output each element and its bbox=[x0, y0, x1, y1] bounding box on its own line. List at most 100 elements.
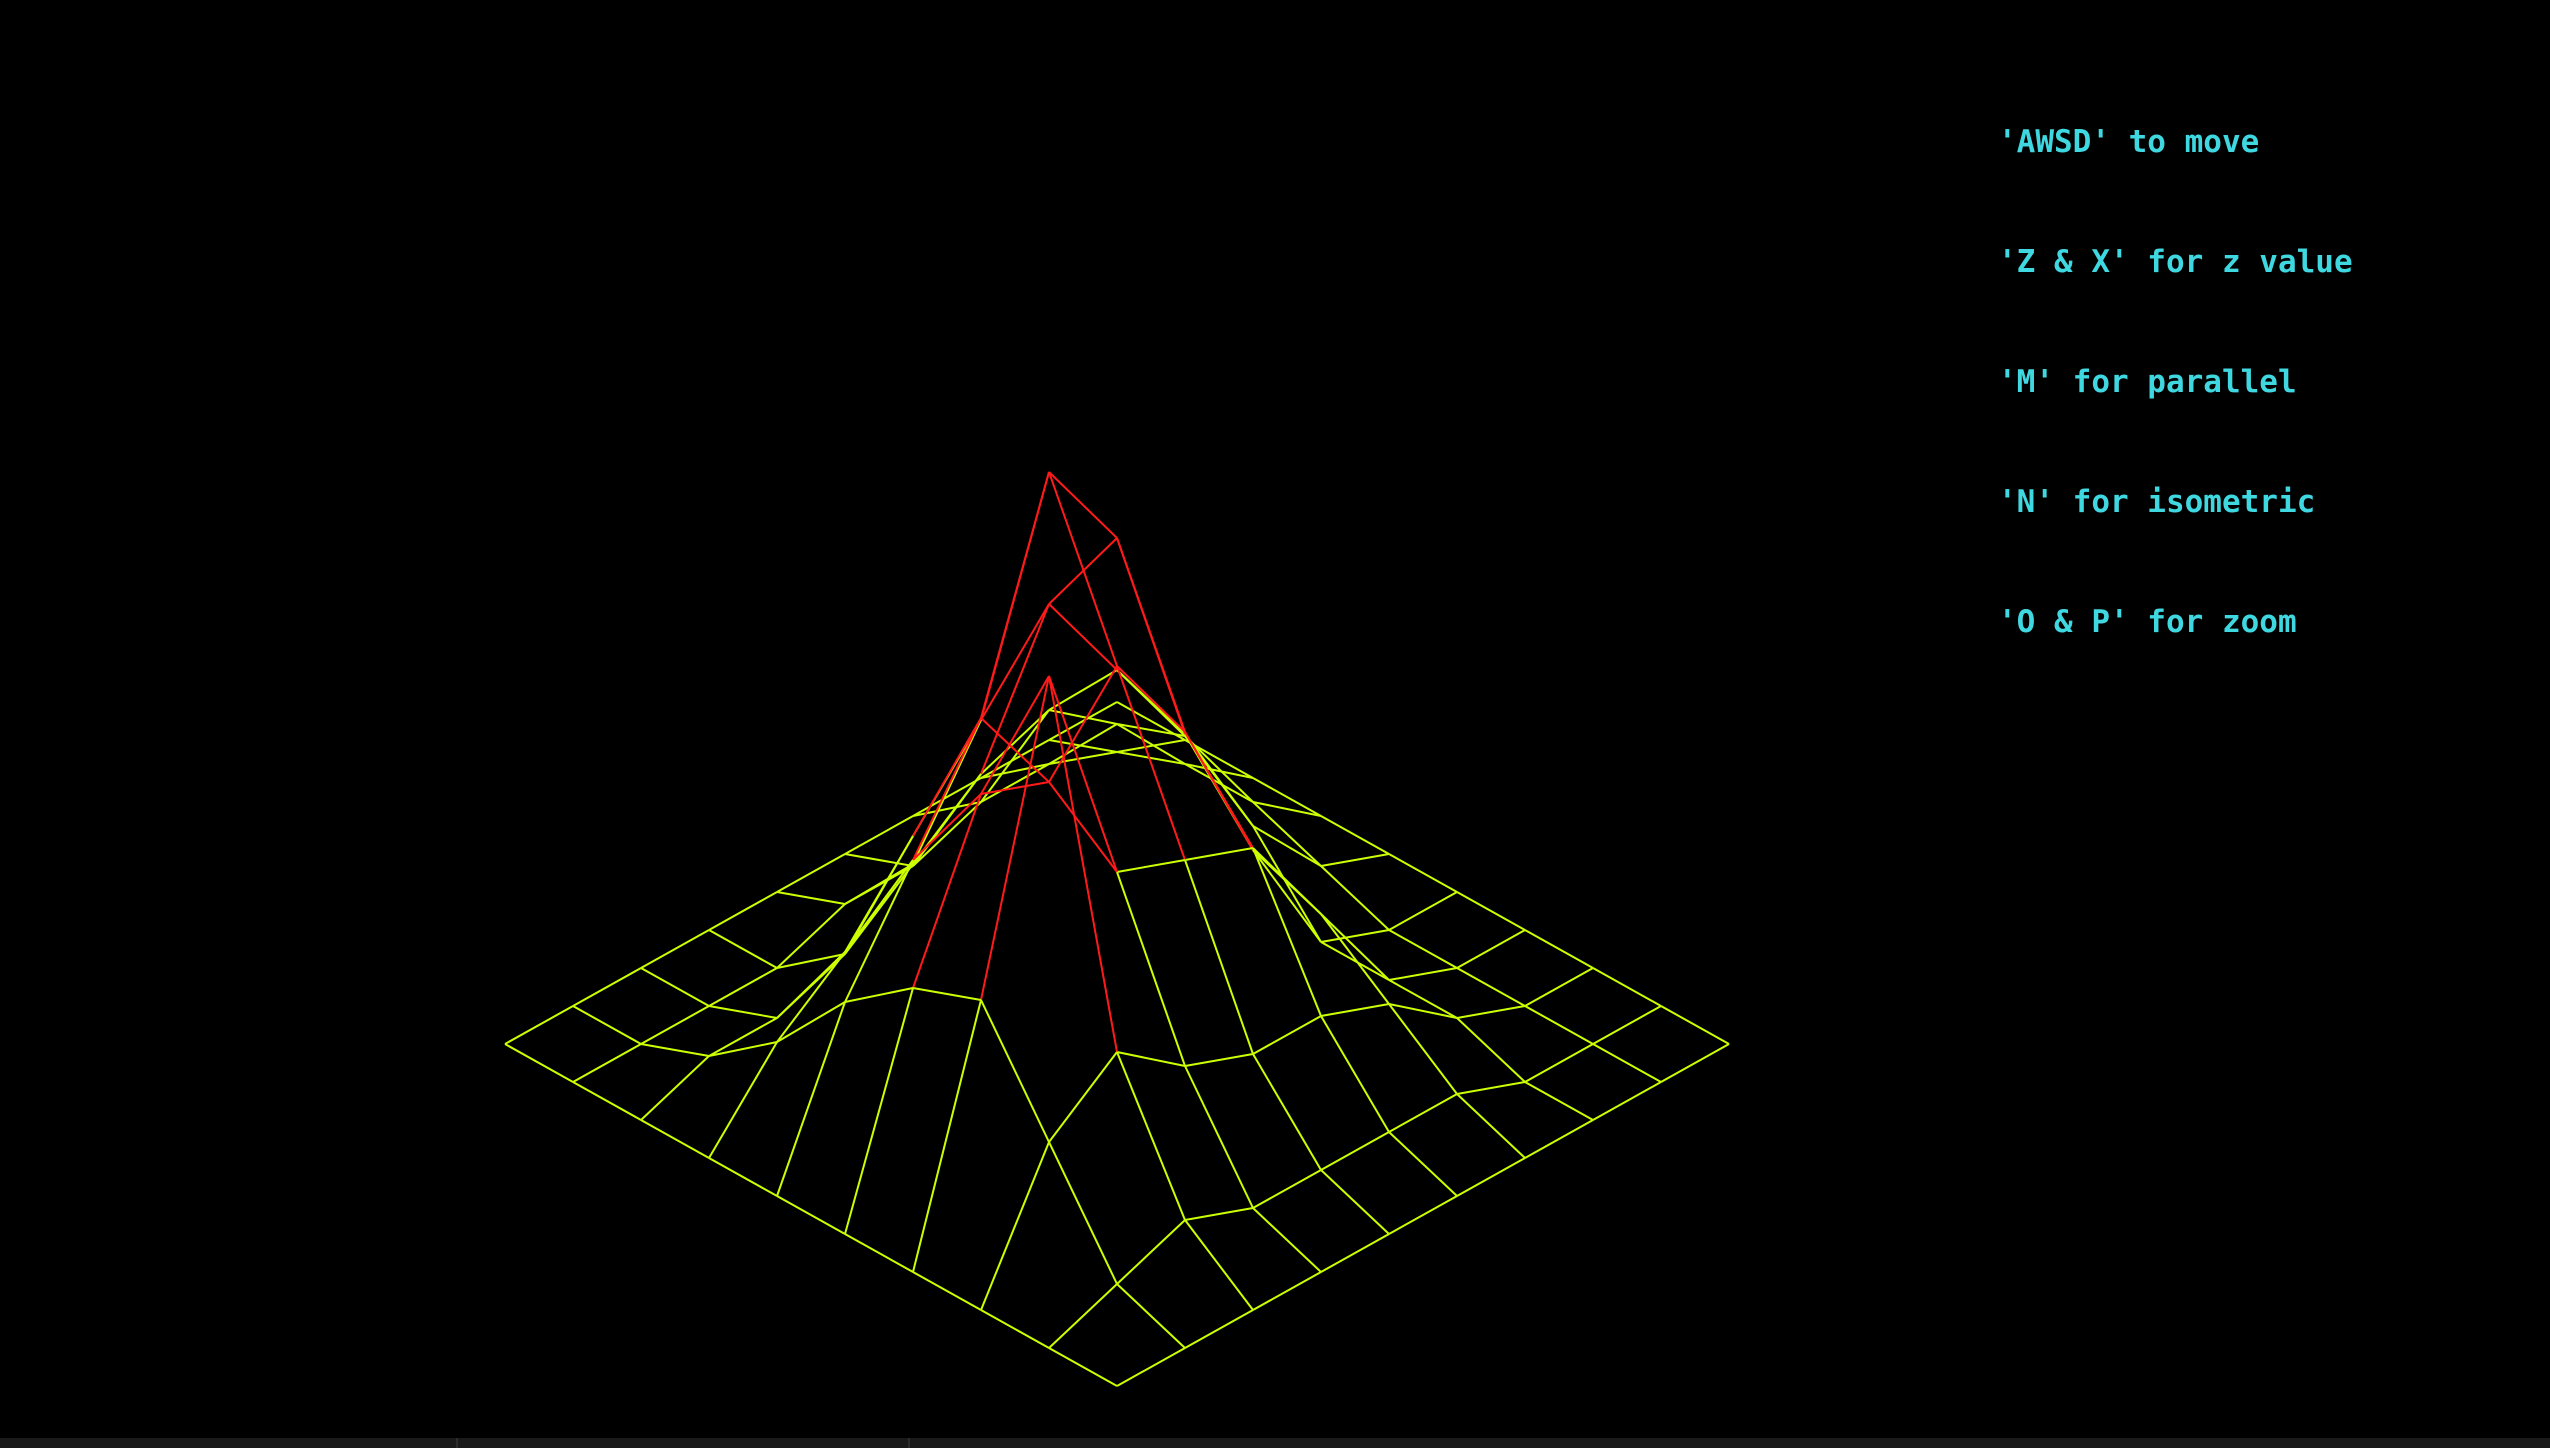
mesh-edge bbox=[1592, 1081, 1662, 1121]
mesh-edge bbox=[640, 967, 710, 1007]
mesh-edge bbox=[1252, 847, 1322, 915]
peak-edge bbox=[980, 603, 1050, 721]
mesh-edge bbox=[912, 719, 982, 865]
mesh-edge bbox=[1252, 847, 1322, 1017]
mesh-edge bbox=[980, 709, 1050, 775]
mesh-edge bbox=[1388, 1003, 1458, 1019]
mesh-edge bbox=[1252, 1015, 1322, 1055]
mesh-edge bbox=[844, 863, 914, 905]
mesh-edge bbox=[1116, 859, 1186, 873]
mesh-edge bbox=[776, 1001, 846, 1043]
mesh-edge bbox=[1388, 1131, 1458, 1197]
mesh-edge bbox=[1184, 847, 1254, 861]
mesh-edge bbox=[844, 987, 914, 1235]
mesh-edge bbox=[1456, 1093, 1526, 1159]
mesh-edge bbox=[1320, 913, 1390, 981]
mesh-edge bbox=[1252, 825, 1322, 943]
mesh-edge bbox=[1320, 853, 1390, 867]
mesh-edge bbox=[572, 1081, 642, 1121]
peak-edge bbox=[912, 717, 982, 837]
mesh-edge bbox=[1320, 941, 1390, 981]
mesh-edge bbox=[912, 1271, 982, 1311]
bottom-bar-segment bbox=[0, 1438, 458, 1448]
mesh-edge bbox=[1184, 763, 1254, 803]
peak-edge bbox=[1116, 665, 1186, 733]
mesh-edge bbox=[1252, 801, 1322, 867]
mesh-edge bbox=[776, 853, 846, 893]
bottom-status-bar bbox=[0, 1438, 2550, 1448]
mesh-edge bbox=[640, 1043, 710, 1057]
mesh-edge bbox=[912, 999, 982, 1273]
mesh-edge bbox=[1116, 723, 1186, 737]
help-z-value: 'Z & X' for z value bbox=[1998, 244, 2353, 280]
peak-edge bbox=[1048, 675, 1118, 873]
mesh-edge bbox=[708, 891, 778, 931]
mesh-edge bbox=[1456, 1005, 1526, 1019]
controls-help: 'AWSD' to move 'Z & X' for z value 'M' f… bbox=[1998, 42, 2353, 722]
mesh-edge bbox=[1388, 891, 1458, 931]
mesh-edge bbox=[1184, 735, 1254, 803]
mesh-edge bbox=[1524, 1005, 1594, 1045]
mesh-edge bbox=[1048, 709, 1118, 725]
mesh-edge bbox=[1116, 739, 1186, 753]
mesh-edge bbox=[1116, 751, 1186, 765]
mesh-edge bbox=[708, 1017, 778, 1057]
mesh-edge bbox=[1660, 1043, 1730, 1083]
mesh-edge bbox=[708, 967, 778, 1007]
mesh-edge bbox=[1388, 853, 1458, 893]
mesh-edge bbox=[844, 987, 914, 1003]
mesh-edge bbox=[844, 859, 914, 1003]
mesh-edge bbox=[708, 1005, 778, 1019]
mesh-edge bbox=[1252, 777, 1322, 817]
mesh-edge bbox=[504, 1043, 574, 1083]
mesh-edge bbox=[1184, 1065, 1254, 1209]
mesh-edge bbox=[980, 999, 1050, 1143]
mesh-edge bbox=[1048, 1283, 1118, 1349]
mesh-edge bbox=[1388, 979, 1458, 1019]
mesh-edge bbox=[1048, 1347, 1118, 1387]
mesh-edge bbox=[1252, 1169, 1322, 1209]
mesh-edge bbox=[1320, 1003, 1390, 1017]
mesh-edge bbox=[844, 835, 914, 953]
mesh-edge bbox=[1320, 1233, 1390, 1273]
mesh-edge bbox=[1524, 967, 1594, 1007]
mesh-edge bbox=[912, 987, 982, 1001]
mesh-edge bbox=[572, 1043, 642, 1083]
help-move: 'AWSD' to move bbox=[1998, 124, 2260, 160]
peak-edge bbox=[1048, 665, 1118, 783]
mesh-edge bbox=[1184, 1053, 1254, 1067]
mesh-edge bbox=[1184, 763, 1254, 779]
mesh-edge bbox=[1524, 1081, 1594, 1121]
mesh-edge bbox=[572, 1005, 642, 1045]
mesh-edge bbox=[1184, 1309, 1254, 1349]
mesh-edge bbox=[776, 1001, 846, 1197]
mesh-edge bbox=[776, 1195, 846, 1235]
mesh-edge bbox=[708, 929, 778, 969]
mesh-edge bbox=[776, 891, 846, 905]
mesh-edge bbox=[1388, 967, 1458, 981]
mesh-edge bbox=[1184, 1207, 1254, 1221]
peak-edge bbox=[1048, 471, 1118, 667]
mesh-edge bbox=[1252, 849, 1322, 943]
mesh-edge bbox=[1252, 825, 1322, 867]
mesh-edge bbox=[1660, 1005, 1730, 1045]
mesh-edge bbox=[1184, 1219, 1254, 1311]
mesh-edge bbox=[844, 815, 914, 855]
mesh-edge bbox=[1252, 801, 1322, 817]
mesh-edge bbox=[1456, 1157, 1526, 1197]
mesh-edge bbox=[980, 1141, 1050, 1311]
mesh-edge bbox=[1388, 1093, 1458, 1133]
mesh-edge bbox=[504, 1005, 574, 1045]
mesh-edge bbox=[1320, 1015, 1390, 1133]
peak-edge bbox=[1048, 603, 1118, 671]
mesh-edge bbox=[1048, 739, 1118, 753]
peak-edge bbox=[980, 471, 1050, 719]
mesh-edge bbox=[1116, 1347, 1186, 1387]
mesh-edge bbox=[1116, 1051, 1186, 1067]
help-parallel: 'M' for parallel bbox=[1998, 364, 2297, 400]
mesh-edge bbox=[844, 1233, 914, 1273]
mesh-edge bbox=[1184, 733, 1254, 827]
mesh-edge bbox=[776, 953, 846, 969]
